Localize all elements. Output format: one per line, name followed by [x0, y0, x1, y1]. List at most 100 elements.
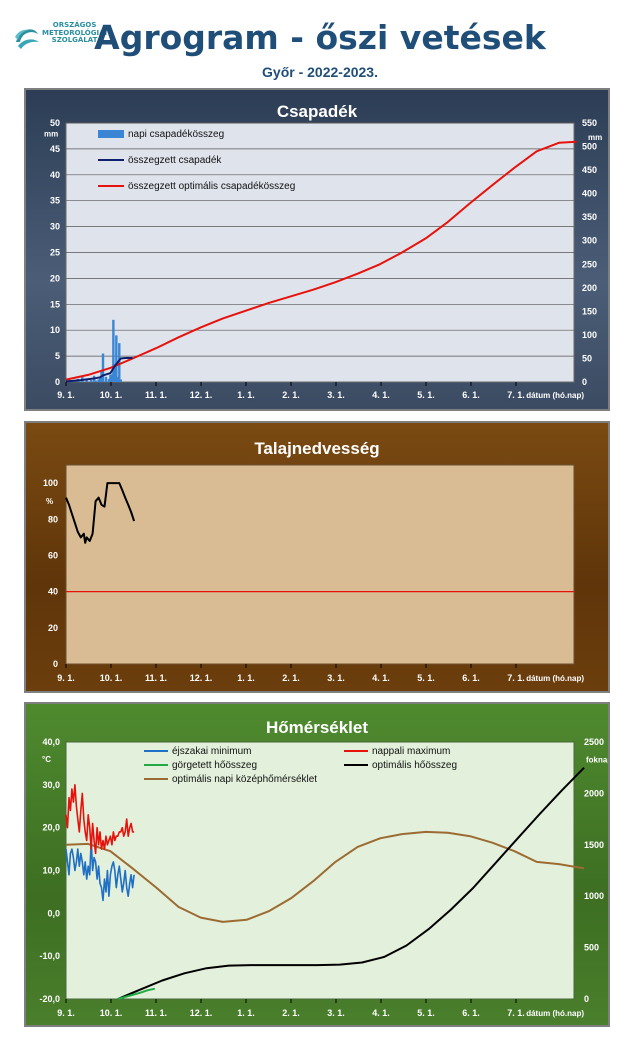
- soil-moisture-line: [65, 482, 136, 544]
- chart-title: Csapadék: [277, 102, 358, 121]
- y2-tick-label: 400: [582, 189, 597, 199]
- soil-moisture-chart: Talajnedvesség 0 20 40 60 80 100% 9. 1. 10. 1. 11…: [43, 439, 584, 683]
- x-tick-label: 10. 1.: [100, 673, 123, 683]
- legend-swatch-daily: [98, 130, 124, 138]
- x-tick-label: 7. 1.: [507, 390, 525, 400]
- precip-bar: [85, 379, 88, 382]
- y-tick-label: 20: [48, 623, 58, 633]
- precip-bar: [107, 378, 111, 382]
- x-tick-label: 9. 1.: [57, 390, 75, 400]
- precip-bar: [101, 353, 105, 382]
- precip-bar: [112, 319, 115, 382]
- y-tick-label: 60: [48, 550, 58, 560]
- legend-label: görgetett hőösszeg: [172, 760, 257, 771]
- plot-area: [65, 464, 575, 665]
- y2-tick-label: 100: [582, 330, 597, 340]
- rolling-heat-sum-line: [117, 987, 156, 1000]
- x-tick-label: 5. 1.: [417, 390, 435, 400]
- y2-tick-label: 250: [582, 259, 597, 269]
- x-axis-label: dátum (hó.nap): [526, 674, 584, 683]
- x-tick-label: 1. 1.: [237, 1008, 255, 1018]
- x-tick-label: 11. 1.: [145, 673, 167, 683]
- y2-tick-label: 450: [582, 165, 597, 175]
- y-tick-label: 40: [50, 170, 60, 180]
- x-tick-label: 11. 1.: [145, 390, 167, 400]
- y-tick-label: 80: [48, 514, 58, 524]
- y-tick-label: 10: [50, 325, 60, 335]
- optimal-daily-mean-line: [65, 830, 585, 923]
- omsz-logo: ORSZÁGOS METEOROLÓGIAI SZOLGÁLAT: [12, 20, 122, 60]
- x-tick-label: 5. 1.: [417, 1008, 435, 1018]
- y-tick-label: -20,0: [39, 994, 60, 1004]
- y2-tick-label: 200: [582, 283, 597, 293]
- x-tick-label: 10. 1.: [100, 390, 123, 400]
- optimal-heat-sum-line: [117, 766, 585, 1000]
- x-tick-label: 6. 1.: [462, 673, 480, 683]
- x-tick-label: 3. 1.: [327, 673, 345, 683]
- x-tick-label: 12. 1.: [190, 1008, 213, 1018]
- y2-tick-label: 500: [582, 142, 597, 152]
- x-tick-label: 4. 1.: [372, 390, 390, 400]
- y-tick-label: 45: [50, 144, 60, 154]
- logo-line-1: ORSZÁGOS: [52, 21, 97, 29]
- x-tick-label: 3. 1.: [327, 390, 345, 400]
- y-axis-unit: mm: [44, 129, 58, 138]
- precip-chart: Csapadék05101520253035404550050100150200…: [44, 102, 602, 400]
- legend-label: összegzett csapadék: [128, 155, 222, 166]
- cumulative-precip-line: [65, 357, 133, 383]
- y-tick-label: 0: [53, 659, 58, 669]
- y-tick-label: 35: [50, 196, 60, 206]
- precip-bar: [109, 374, 112, 382]
- legend-label: optimális hőösszeg: [372, 760, 457, 771]
- y-tick-label: 15: [50, 299, 60, 309]
- y-tick-label: 10,0: [42, 866, 60, 876]
- legend-label: optimális napi középhőmérséklet: [172, 774, 317, 785]
- y-tick-label: 20,0: [42, 823, 60, 833]
- temperature-chart: Hőmérséklet -20,0 -10,0 0,0 10,0 20,0 30,0 40,0…: [39, 718, 612, 1018]
- x-tick-label: 9. 1.: [57, 1008, 75, 1018]
- logo-text: ORSZÁGOS METEOROLÓGIAI SZOLGÁLAT: [42, 21, 107, 45]
- chart-title: Hőmérséklet: [266, 718, 368, 737]
- soil-moisture-panel: Talajnedvesség 0 20 40 60 80 100% 9. 1. 10. 1. 11…: [24, 421, 610, 693]
- y-tick-label: 25: [50, 248, 60, 258]
- x-tick-label: 6. 1.: [462, 390, 480, 400]
- x-tick-label: 3. 1.: [327, 1008, 345, 1018]
- precip-bar: [98, 377, 102, 382]
- x-axis-label: dátum (hó.nap): [526, 1009, 584, 1018]
- y-tick-label: 0,0: [47, 908, 60, 918]
- precip-bar: [119, 379, 122, 382]
- precip-bar: [97, 379, 100, 382]
- y2-tick-label: 300: [582, 236, 597, 246]
- y2-tick-label: 500: [584, 943, 599, 953]
- logo-swirl-icon: [15, 29, 39, 49]
- x-tick-label: 7. 1.: [507, 1008, 525, 1018]
- precip-bar: [116, 376, 120, 382]
- optimal-cumulative-line: [65, 140, 577, 381]
- y2-tick-label: 0: [582, 377, 587, 387]
- legend-label: nappali maximum: [372, 746, 450, 757]
- page-title: Agrogram - őszi vetések: [94, 18, 546, 57]
- x-tick-label: 2. 1.: [282, 673, 300, 683]
- temperature-panel: Hőmérséklet -20,0 -10,0 0,0 10,0 20,0 30,0 40,0…: [24, 702, 612, 1027]
- y2-tick-label: 2500: [584, 737, 604, 747]
- y-tick-label: 30,0: [42, 780, 60, 790]
- y2-tick-label: 50: [582, 353, 592, 363]
- y-tick-label: -10,0: [39, 951, 60, 961]
- y2-tick-label: 550: [582, 118, 597, 128]
- y-tick-label: 100: [43, 478, 58, 488]
- x-tick-label: 12. 1.: [190, 673, 213, 683]
- x-tick-label: 7. 1.: [507, 673, 525, 683]
- legend-label: éjszakai minimum: [172, 746, 251, 757]
- x-tick-label: 4. 1.: [372, 1008, 390, 1018]
- y2-axis-unit: foknap: [586, 755, 608, 764]
- day-maximum-line: [65, 784, 135, 855]
- y2-tick-label: 1000: [584, 891, 604, 901]
- x-tick-label: 1. 1.: [237, 673, 255, 683]
- precip-bar: [110, 374, 114, 382]
- y2-tick-label: 150: [582, 306, 597, 316]
- y-tick-label: 0: [55, 377, 60, 387]
- logo-line-3: SZOLGÁLAT: [51, 36, 98, 44]
- precip-bar: [115, 335, 118, 382]
- legend-label: napi csapadékösszeg: [128, 129, 224, 140]
- y-tick-label: 40: [48, 587, 58, 597]
